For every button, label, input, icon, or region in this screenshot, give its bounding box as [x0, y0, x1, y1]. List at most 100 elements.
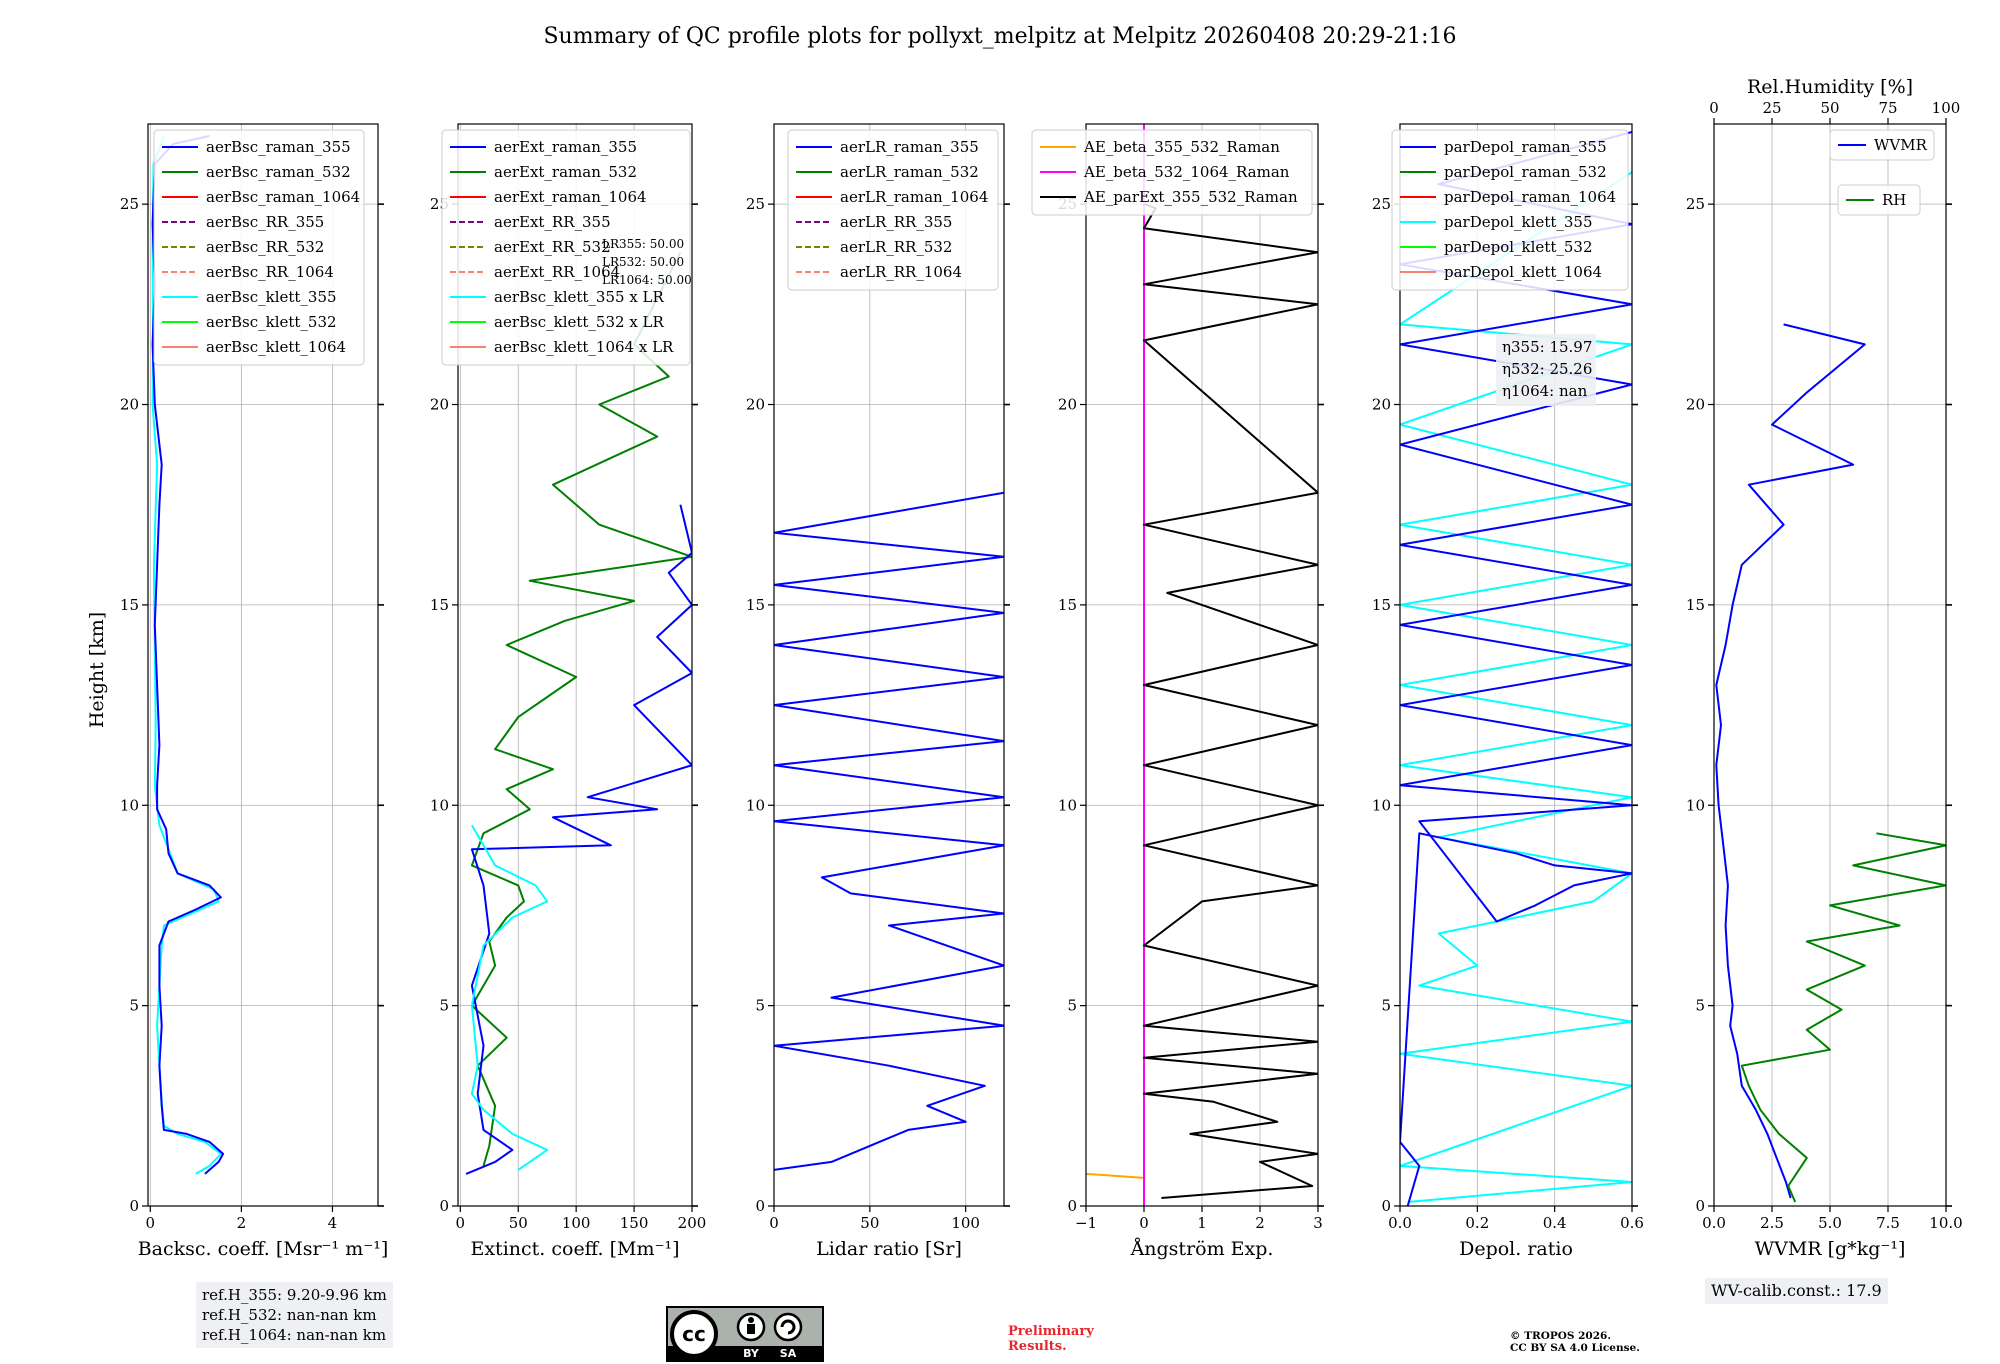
legend-frame	[1829, 129, 1935, 161]
plot-frame	[773, 123, 1005, 1207]
y-tick-label: 0	[755, 1197, 765, 1215]
series-line-aerExt_raman_355	[465, 504, 692, 1175]
eta-annotation-box: η355: 15.97 η532: 25.26 η1064: nan	[1496, 334, 1596, 406]
legend-extinction: aerExt_raman_355 aerExt_raman_532 aerExt_r…	[441, 129, 691, 366]
x-axis-label: Backsc. coeff. [Msr⁻¹ m⁻¹]	[138, 1238, 389, 1260]
preliminary-line-1: Preliminary	[1008, 1324, 1094, 1339]
x-tick-label: 150	[620, 1214, 649, 1232]
legend-label: parDepol_raman_532	[1444, 163, 1607, 181]
y-tick-label: 5	[755, 997, 765, 1015]
wv-calibration-constant: WV-calib.const.: 17.9	[1711, 1281, 1882, 1300]
y-tick-label: 15	[1372, 596, 1391, 614]
plot-frame	[147, 123, 379, 1207]
legend-label: aerLR_RR_532	[840, 238, 952, 256]
series-line-aerExt_raman_532	[470, 251, 692, 1167]
y-tick-label: 10	[746, 796, 765, 814]
legend-label: AE_parExt_355_532_Raman	[1083, 188, 1298, 206]
legend-label: aerLR_RR_1064	[840, 263, 962, 281]
legend-label: parDepol_raman_1064	[1444, 188, 1616, 206]
series-group-extinction	[465, 251, 692, 1175]
cc-sa-label: SA	[780, 1347, 797, 1360]
y-tick-label: 0	[1695, 1197, 1705, 1215]
lidar-ratio-note: LR532: 50.00	[602, 255, 684, 269]
top-x-tick-label: 0	[1709, 99, 1719, 117]
legend-label: aerBsc_RR_355	[206, 213, 324, 231]
y-tick-label: 25	[1372, 195, 1391, 213]
series-line-WVMR	[1715, 323, 1866, 1199]
panel-wvmr: 0.0 2.5 5.0 7.5 10.0 0 5 10 15 20 25 WVMR [g*kg⁻¹] 0…	[1686, 76, 1963, 1260]
y-tick-label: 0	[439, 1197, 449, 1215]
cc-by-sa-icon: cc BY SA	[668, 1310, 822, 1360]
x-axis-label: Lidar ratio [Sr]	[816, 1238, 962, 1260]
y-tick-label: 20	[120, 396, 139, 414]
legend-frame	[1391, 129, 1629, 291]
x-tick-label: 0	[456, 1214, 466, 1232]
top-x-tick-label: 50	[1820, 99, 1839, 117]
legend-frame	[153, 129, 365, 366]
x-tick-label: 0.0	[1702, 1214, 1726, 1232]
panel-depol: 0.0 0.2 0.4 0.6 0 5 10 15 20 25 Depol. ratio parDep…	[1372, 123, 1644, 1260]
legend-label: aerBsc_klett_532	[206, 313, 337, 331]
legend-label: aerBsc_raman_355	[206, 138, 351, 156]
legend-label: aerExt_RR_532	[494, 238, 611, 256]
preliminary-line-2: Results.	[1008, 1339, 1067, 1354]
copyright-line-1: © TROPOS 2026.	[1510, 1330, 1612, 1342]
y-tick-label: 0	[1067, 1197, 1077, 1215]
x-tick-label: 100	[562, 1214, 591, 1232]
top-x-tick-label: 25	[1762, 99, 1781, 117]
cc-glyph: cc	[682, 1322, 706, 1346]
ref-height-355: ref.H_355: 9.20-9.96 km	[202, 1286, 387, 1304]
series-line-AE_beta_355_532_Raman	[1086, 1172, 1145, 1179]
y-axis-label: Height [km]	[86, 612, 108, 728]
legend-label: aerBsc_klett_355	[206, 288, 337, 306]
legend-frame	[1031, 129, 1313, 216]
legend-label: parDepol_raman_355	[1444, 138, 1607, 156]
y-tick-label: 5	[1381, 997, 1391, 1015]
y-tick-label: 20	[1058, 396, 1077, 414]
top-x-tick-label: 100	[1932, 99, 1961, 117]
top-x-tick-label: 75	[1878, 99, 1897, 117]
wv-calibration-box: WV-calib.const.: 17.9	[1705, 1278, 1888, 1304]
legend-label: WVMR	[1874, 136, 1928, 154]
legend-frame	[441, 129, 691, 366]
x-tick-label: 2	[1255, 1214, 1265, 1232]
y-tick-label: 15	[120, 596, 139, 614]
legend-label: aerBsc_klett_1064	[206, 338, 346, 356]
x-tick-label: 5.0	[1818, 1214, 1842, 1232]
legend-label: aerExt_RR_355	[494, 213, 611, 231]
x-tick-label: 2	[237, 1214, 247, 1232]
x-tick-label: 0	[146, 1214, 156, 1232]
y-tick-label: 15	[746, 596, 765, 614]
legend-label: aerBsc_klett_1064 x LR	[494, 338, 674, 356]
legend-label: aerExt_raman_532	[494, 163, 637, 181]
y-tick-label: 10	[1686, 796, 1705, 814]
lidar-ratio-note: LR1064: 50.00	[602, 273, 692, 287]
y-tick-label: 20	[746, 396, 765, 414]
x-tick-label: 10.0	[1929, 1214, 1962, 1232]
x-tick-label: 200	[678, 1214, 707, 1232]
x-tick-label: 3	[1313, 1214, 1323, 1232]
panel-angstrom: −101230510152025Ångström Exp.AE_beta_355…	[1031, 123, 1324, 1260]
preliminary-results-note: Preliminary Results.	[1008, 1324, 1094, 1354]
eta-box	[1496, 334, 1596, 406]
legend-label: aerLR_raman_532	[840, 163, 979, 181]
x-tick-label: 50	[860, 1214, 879, 1232]
legend-backscatter: aerBsc_raman_355 aerBsc_raman_532 aerBsc_r…	[153, 129, 365, 366]
x-tick-label: 0.4	[1543, 1214, 1567, 1232]
y-tick-label: 20	[1686, 396, 1705, 414]
legend-angstrom: AE_beta_355_532_Raman AE_beta_532_1064_Ra…	[1031, 129, 1313, 216]
ref-height-1064: ref.H_1064: nan-nan km	[202, 1326, 387, 1344]
plot-frame	[457, 123, 693, 1207]
x-tick-label: 50	[509, 1214, 528, 1232]
y-tick-label: 20	[430, 396, 449, 414]
legend-label: parDepol_klett_532	[1444, 238, 1593, 256]
x-tick-label: 0	[1139, 1214, 1149, 1232]
y-tick-label: 25	[746, 195, 765, 213]
legend-label: aerBsc_RR_532	[206, 238, 324, 256]
plot-frame	[1399, 123, 1633, 1207]
y-tick-label: 15	[1686, 596, 1705, 614]
legend-frame	[1837, 184, 1921, 216]
series-line-aerLR_raman_355	[774, 491, 1004, 1171]
